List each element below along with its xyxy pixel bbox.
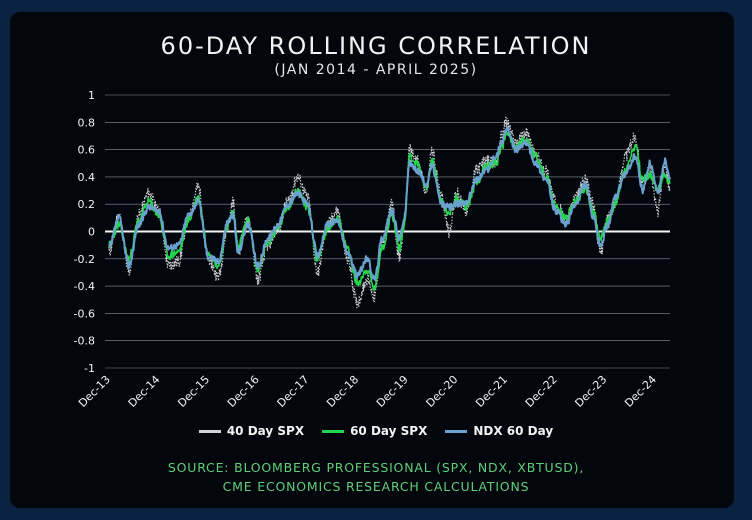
legend-item-60-day-spx: 60 Day SPX	[322, 424, 427, 438]
y-tick-label: -0.2	[74, 253, 95, 266]
x-tick-label: Dec-23	[572, 373, 609, 410]
y-tick-label: -0.6	[74, 307, 95, 320]
x-tick-label: Dec-21	[473, 373, 510, 410]
legend-swatch-ndx-60-day	[445, 429, 468, 433]
legend: 40 Day SPX 60 Day SPX NDX 60 Day	[0, 424, 752, 438]
x-tick-label: Dec-18	[324, 373, 361, 410]
x-tick-label: Dec-14	[126, 373, 163, 410]
legend-label-60-day-spx: 60 Day SPX	[350, 424, 428, 438]
legend-item-ndx-60-day: NDX 60 Day	[445, 424, 553, 438]
x-tick-label: Dec-15	[175, 373, 212, 410]
y-tick-labels: 1 0.8 0.6 0.4 0.2 0 -0.2 -0.4 -0.6 -0.8 -1	[74, 89, 95, 375]
x-tick-label: Dec-16	[225, 373, 262, 410]
legend-item-40-day-spx: 40 Day SPX	[198, 424, 305, 438]
x-tick-label: Dec-13	[76, 373, 113, 410]
legend-swatch-40-day-spx	[198, 429, 221, 433]
grid-lines	[105, 94, 670, 369]
y-tick-label: 0.6	[78, 144, 96, 157]
x-tick-label: Dec-17	[275, 373, 312, 410]
y-tick-label: -0.4	[74, 280, 95, 293]
x-tick-label: Dec-20	[424, 373, 461, 410]
y-tick-label: 0.4	[78, 171, 96, 184]
x-tick-label: Dec-19	[374, 373, 411, 410]
y-tick-label: -0.8	[74, 335, 95, 348]
chart-subtitle: (JAN 2014 - APRIL 2025)	[274, 62, 478, 78]
legend-label-ndx-60-day: NDX 60 Day	[473, 424, 554, 438]
x-tick-labels: Dec-13 Dec-14 Dec-15 Dec-16 Dec-17 Dec-18 Dec-…	[76, 373, 659, 410]
y-tick-label: 1	[88, 89, 95, 102]
legend-swatch-60-day-spx	[322, 429, 345, 433]
x-tick-label: Dec-24	[622, 373, 659, 410]
y-tick-label: 0.8	[78, 116, 96, 129]
y-tick-label: 0	[88, 226, 95, 239]
source-line-1: SOURCE: BLOOMBERG PROFESSIONAL (SPX, NDX…	[167, 460, 585, 475]
y-tick-label: -1	[84, 362, 95, 375]
y-tick-label: 0.2	[78, 198, 96, 211]
source-line-2: CME ECONOMICS RESEARCH CALCULATIONS	[222, 479, 530, 494]
chart-title: 60-DAY ROLLING CORRELATION	[160, 32, 592, 60]
legend-label-40-day-spx: 40 Day SPX	[226, 424, 305, 438]
series-line-ndx-60-day	[108, 126, 671, 282]
source-note: SOURCE: BLOOMBERG PROFESSIONAL (SPX, NDX…	[0, 458, 752, 496]
series-lines	[108, 116, 671, 309]
x-tick-label: Dec-22	[523, 373, 560, 410]
